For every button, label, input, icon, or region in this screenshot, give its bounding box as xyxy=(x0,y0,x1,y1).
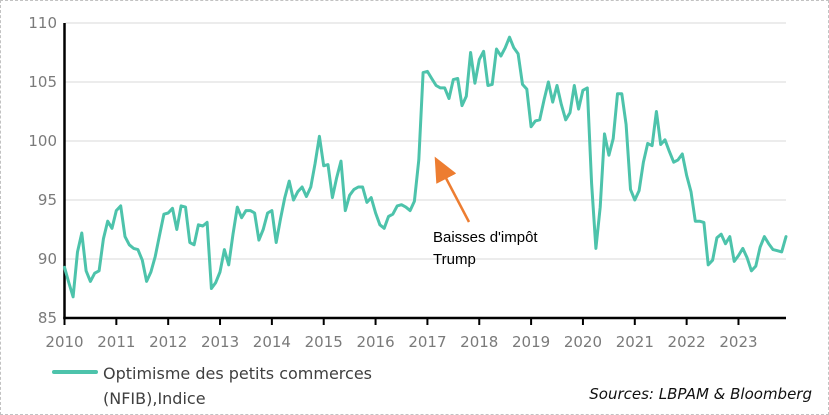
x-tick-label: 2022 xyxy=(668,333,706,351)
legend: Optimisme des petits commerces (NFIB),In… xyxy=(52,361,372,411)
annotation-line2: Trump xyxy=(433,251,476,268)
x-tick-label: 2010 xyxy=(45,333,83,351)
data-line xyxy=(63,35,788,299)
x-tick-label: 2023 xyxy=(719,333,757,351)
y-tick-label: 105 xyxy=(28,73,57,91)
x-tick-label: 2018 xyxy=(460,333,498,351)
source-credit: Sources: LBPAM & Bloomberg xyxy=(589,385,812,403)
x-tick-label: 2014 xyxy=(253,333,291,351)
trend-arrow xyxy=(434,156,471,223)
legend-line-swatch xyxy=(52,370,98,374)
y-tick-label: 90 xyxy=(38,250,57,268)
x-tick-label: 2011 xyxy=(97,333,135,351)
x-tick-label: 2012 xyxy=(149,333,187,351)
annotation-trump-tax-cuts: Baisses d'impôt Trump xyxy=(433,227,538,271)
x-tick-label: 2015 xyxy=(305,333,343,351)
x-tick-label: 2021 xyxy=(616,333,654,351)
legend-label: Optimisme des petits commerces (NFIB),In… xyxy=(103,361,372,411)
x-tick-label: 2017 xyxy=(408,333,446,351)
x-tick-label: 2016 xyxy=(356,333,394,351)
y-tick-label: 95 xyxy=(38,191,57,209)
x-tick-label: 2020 xyxy=(564,333,602,351)
y-tick-label: 100 xyxy=(28,132,57,150)
legend-label-line1: Optimisme des petits commerces xyxy=(103,364,372,383)
x-tick-label: 2013 xyxy=(201,333,239,351)
y-tick-label: 110 xyxy=(28,14,57,32)
x-tick-label: 2019 xyxy=(512,333,550,351)
legend-label-line2: (NFIB),Indice xyxy=(103,389,206,408)
annotation-line1: Baisses d'impôt xyxy=(433,229,538,246)
y-tick-label: 85 xyxy=(38,309,57,327)
